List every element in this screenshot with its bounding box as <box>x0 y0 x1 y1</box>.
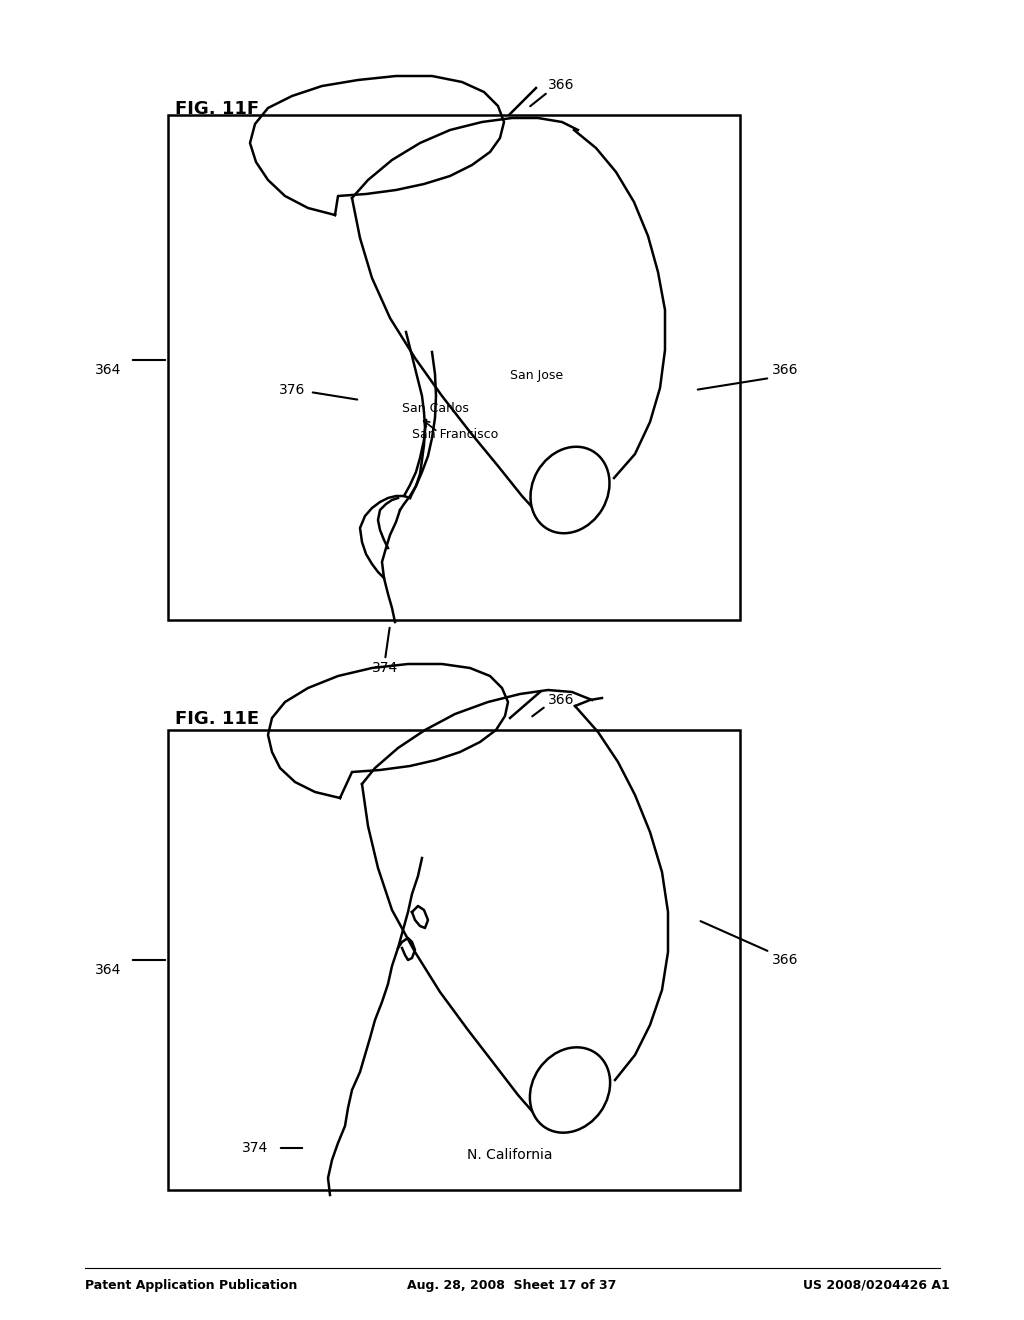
Bar <box>168 730 740 1191</box>
Text: 366: 366 <box>772 953 799 968</box>
Text: 376: 376 <box>279 383 305 397</box>
Ellipse shape <box>529 1047 610 1133</box>
Text: San Jose: San Jose <box>510 368 563 381</box>
Bar <box>168 115 740 620</box>
Text: US 2008/0204426 A1: US 2008/0204426 A1 <box>803 1279 950 1291</box>
Text: 374: 374 <box>242 1140 268 1155</box>
Text: Patent Application Publication: Patent Application Publication <box>85 1279 297 1291</box>
Text: Aug. 28, 2008  Sheet 17 of 37: Aug. 28, 2008 Sheet 17 of 37 <box>408 1279 616 1291</box>
Text: FIG. 11E: FIG. 11E <box>175 710 259 729</box>
Text: San Francisco: San Francisco <box>412 429 498 441</box>
Text: 364: 364 <box>95 363 121 378</box>
Text: N. California: N. California <box>467 1148 553 1162</box>
Text: FIG. 11F: FIG. 11F <box>175 100 259 117</box>
Ellipse shape <box>530 446 609 533</box>
Text: 364: 364 <box>95 964 121 977</box>
Text: 366: 366 <box>548 78 574 92</box>
Text: 366: 366 <box>772 363 799 378</box>
Text: 374: 374 <box>372 661 398 675</box>
Text: 366: 366 <box>548 693 574 708</box>
Text: San Carlos: San Carlos <box>401 401 468 414</box>
